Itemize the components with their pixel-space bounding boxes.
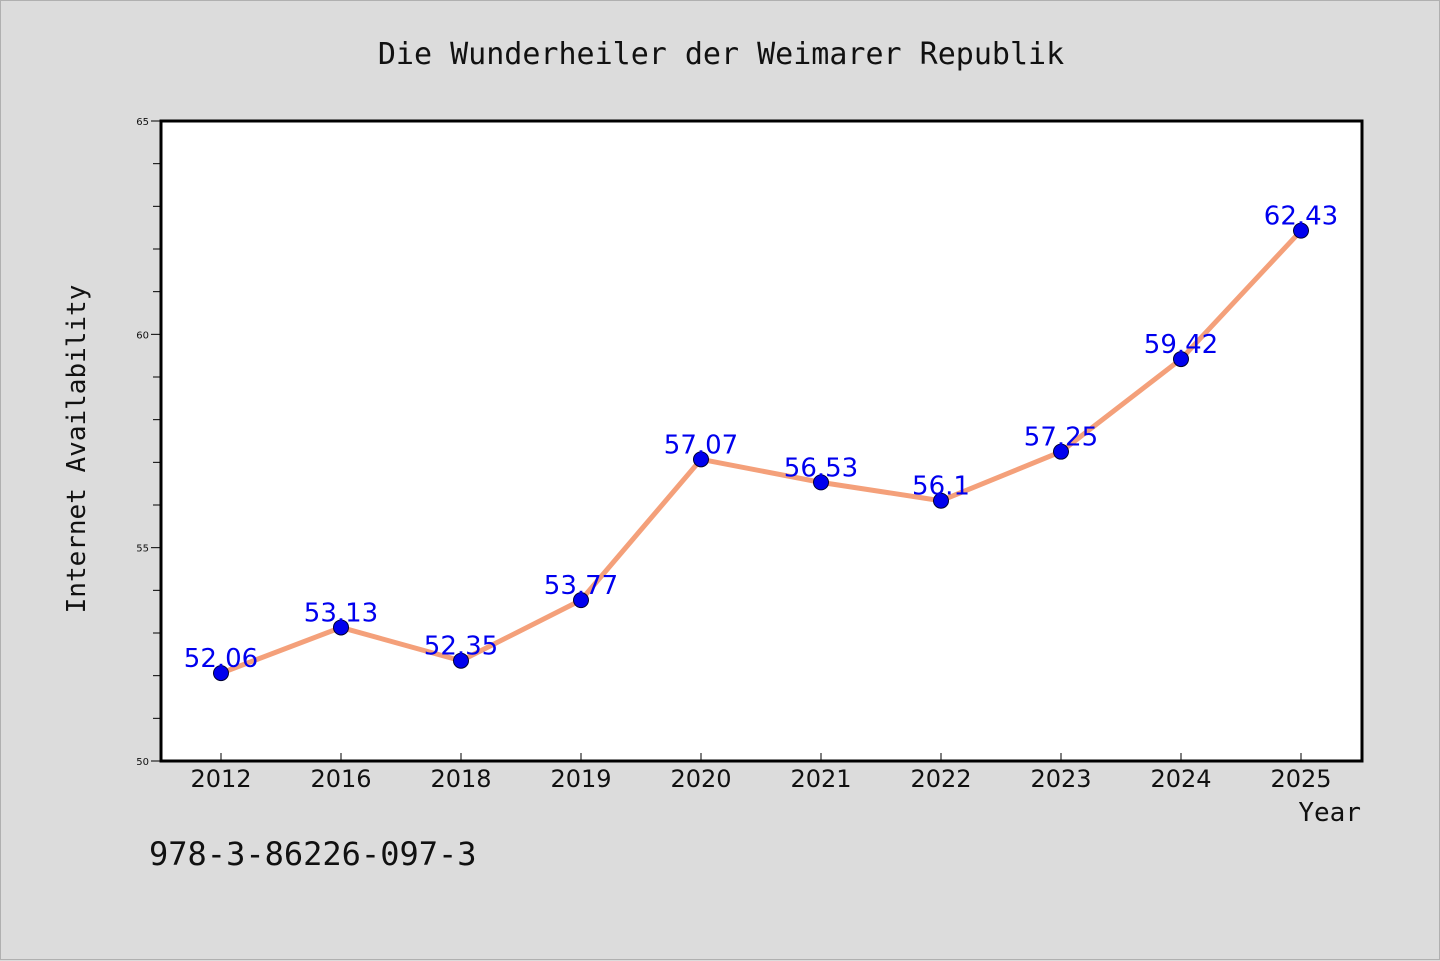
- data-point-2025: [1293, 222, 1309, 239]
- data-label-2019: 53.77: [544, 571, 618, 601]
- y-axis: 50 55 60 65: [136, 117, 161, 768]
- plot-area: [159, 119, 1364, 763]
- data-label-2012: 52.06: [184, 644, 258, 674]
- data-point-2019: [573, 592, 589, 609]
- data-point-2023: [1053, 443, 1069, 460]
- x-tick-label: 2024: [1150, 765, 1211, 793]
- y-tick-label: 65: [136, 117, 149, 128]
- y-tick-label: 55: [136, 544, 149, 555]
- x-axis: 2012 2016 2018 2019 2020 2021 2022 2023 2024 2025: [190, 753, 1332, 793]
- data-label-2024: 59.42: [1144, 330, 1218, 360]
- data-label-2016: 53.13: [304, 598, 378, 628]
- data-point-2021: [813, 474, 829, 491]
- data-labels: 52.06 53.13 52.35 53.77 57.07 56.53 56.1 57.25 5…: [184, 202, 1338, 674]
- series-line: [218, 228, 1304, 676]
- data-label-2025: 62.43: [1264, 202, 1338, 232]
- x-tick-label: 2020: [670, 765, 731, 793]
- chart-title: Die Wunderheiler der Weimarer Republik: [378, 37, 1064, 72]
- footnote-isbn: 978-3-86226-097-3: [149, 835, 477, 873]
- series-layer: [213, 222, 1309, 682]
- data-point-2016: [333, 619, 349, 636]
- data-label-2018: 52.35: [424, 632, 498, 662]
- data-label-2023: 57.25: [1024, 423, 1098, 453]
- x-axis-label: Year: [1298, 798, 1361, 828]
- y-tick-label: 60: [136, 330, 149, 341]
- data-label-2021: 56.53: [784, 453, 858, 483]
- x-tick-label: 2025: [1270, 765, 1331, 793]
- x-tick-label: 2022: [910, 765, 971, 793]
- x-tick-label: 2019: [550, 765, 611, 793]
- y-axis-label: Internet Availability: [62, 285, 92, 614]
- x-tick-label: 2021: [790, 765, 851, 793]
- data-point-2018: [453, 652, 469, 669]
- data-label-2020: 57.07: [664, 430, 738, 460]
- x-tick-label: 2016: [310, 765, 371, 793]
- data-label-2022: 56.1: [912, 472, 970, 502]
- y-tick-label: 50: [136, 757, 149, 768]
- x-tick-label: 2012: [190, 765, 251, 793]
- data-point-2020: [693, 451, 709, 468]
- data-point-2024: [1173, 351, 1189, 368]
- data-point-2012: [213, 665, 229, 682]
- data-point-2022: [933, 492, 949, 509]
- x-tick-label: 2023: [1030, 765, 1091, 793]
- x-tick-label: 2018: [430, 765, 491, 793]
